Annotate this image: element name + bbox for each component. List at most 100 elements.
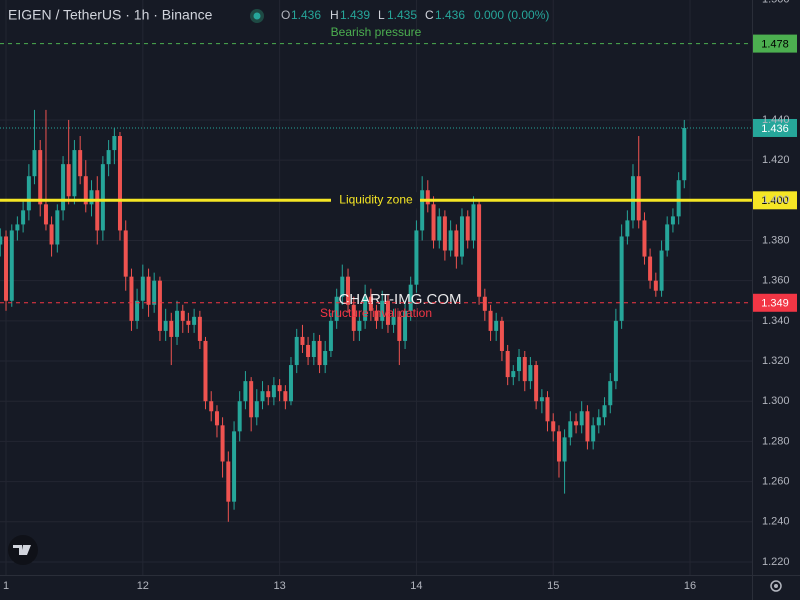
level-price-label: 1.478 — [761, 39, 789, 51]
candle-body — [129, 276, 134, 321]
candle-body — [665, 224, 670, 251]
x-tick-label: 15 — [547, 580, 559, 592]
level-price-box — [753, 34, 797, 53]
candle-body — [454, 230, 459, 257]
y-tick-label: 1.380 — [762, 234, 790, 246]
candle-body — [545, 397, 550, 422]
candle-body — [169, 320, 174, 337]
level-price-box — [753, 293, 797, 312]
candle-body — [4, 236, 9, 301]
candles — [0, 109, 687, 522]
candle-body — [568, 421, 573, 438]
candle-body — [528, 365, 533, 382]
level-price-label: 1.400 — [761, 195, 789, 207]
candle-body — [351, 304, 356, 331]
candle-body — [140, 276, 145, 301]
candle-body — [346, 276, 351, 305]
candle-body — [659, 250, 664, 291]
candle-body — [653, 280, 658, 291]
candle-body — [494, 320, 499, 331]
gear[interactable] — [770, 580, 782, 592]
candle-body — [180, 310, 185, 321]
candle-body — [539, 397, 544, 402]
candle-body — [277, 385, 282, 392]
candle-body — [562, 437, 567, 462]
candle-body — [100, 164, 105, 231]
candle-body — [112, 136, 117, 151]
candle-body — [477, 204, 482, 297]
y-tick-label: 1.400 — [762, 194, 790, 206]
y-tick-label: 1.240 — [762, 516, 790, 528]
y-tick-label: 1.420 — [762, 154, 790, 166]
candle-body — [613, 320, 618, 382]
candle-body — [237, 401, 242, 432]
candle-body — [414, 230, 419, 285]
x-tick-label: 13 — [273, 580, 285, 592]
candle-body — [488, 310, 493, 331]
candle-body — [9, 230, 14, 301]
y-tick-label: 1.440 — [762, 114, 790, 126]
candle-body — [197, 316, 202, 341]
h-value: 1.439 — [340, 8, 370, 22]
candle-body — [482, 296, 487, 311]
level-label: Liquidity zone — [339, 192, 413, 206]
candle-body — [117, 136, 122, 231]
candle-body — [556, 431, 561, 462]
symbol: EIGEN / TetherUS · 1h · Binance — [8, 7, 213, 23]
candle-body — [465, 216, 470, 241]
logo-mark — [13, 545, 31, 555]
x-tick-label: 14 — [410, 580, 422, 592]
candle-body — [43, 204, 48, 225]
candle-body — [317, 340, 322, 366]
candle-body — [328, 320, 333, 351]
candle-body — [49, 224, 54, 245]
l-label: L — [378, 8, 385, 22]
candle-body — [266, 391, 271, 398]
candle-body — [226, 461, 231, 502]
candle-body — [642, 220, 647, 257]
candle-body — [0, 236, 3, 245]
candle-body — [363, 296, 368, 321]
candle-body — [522, 357, 527, 382]
last-price-label: 1.436 — [761, 123, 789, 135]
candle-body — [72, 150, 77, 197]
candle-body — [648, 256, 653, 281]
candle-body — [61, 164, 66, 211]
o-value: 1.436 — [291, 8, 321, 22]
candle-body — [505, 350, 510, 378]
candle-body — [209, 401, 214, 412]
candle-body — [300, 336, 305, 345]
o-label: O — [281, 8, 290, 22]
h-label: H — [330, 8, 339, 22]
level-label: Structure invalidation — [320, 306, 432, 320]
y-tick-label: 1.260 — [762, 475, 790, 487]
overlay: CHART-IMG.COM 1.436 Bearish pressure 1.478 L… — [0, 25, 797, 320]
candle-body — [306, 344, 311, 358]
candle-body — [146, 276, 151, 305]
candle-body — [579, 411, 584, 426]
candle-body — [66, 164, 71, 197]
x-tick-label: 16 — [684, 580, 696, 592]
c-value: 1.436 — [435, 8, 465, 22]
candle-body — [32, 150, 37, 177]
watermark: CHART-IMG.COM — [338, 291, 461, 308]
candle-body — [157, 280, 162, 331]
candle-body — [534, 365, 539, 402]
y-tick-label: 1.340 — [762, 315, 790, 327]
gear-center — [774, 584, 778, 588]
settings-icon[interactable] — [770, 580, 782, 592]
candle-body — [214, 411, 219, 426]
candle-body — [123, 230, 128, 277]
candle-body — [585, 411, 590, 442]
candle-body — [636, 176, 641, 221]
candle-body — [551, 421, 556, 432]
candle-body — [471, 204, 476, 241]
candle-body — [249, 381, 254, 418]
candle-body — [630, 176, 635, 221]
candle-body — [602, 405, 607, 418]
candle-body — [260, 391, 265, 402]
candle-body — [192, 316, 197, 325]
y-tick-label: 1.300 — [762, 395, 790, 407]
